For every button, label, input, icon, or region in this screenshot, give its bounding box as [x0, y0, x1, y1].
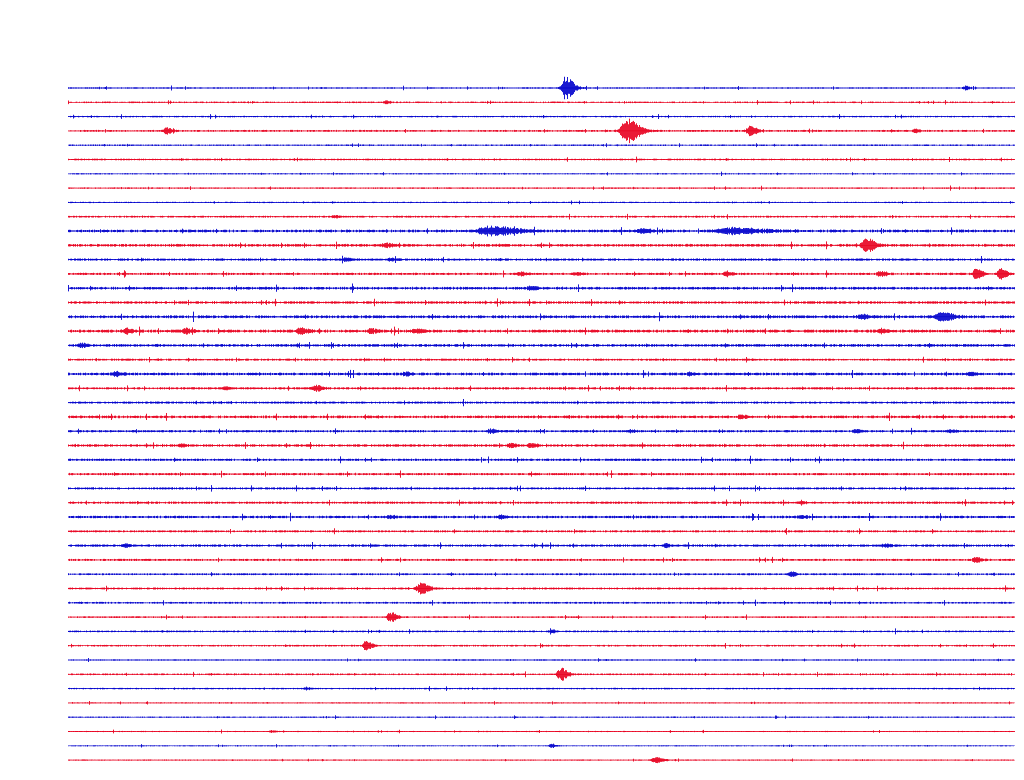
- helicorder-page: HA Thalero 2021-01-22 Applied filter: WW…: [0, 0, 1024, 780]
- seismogram-canvas: [0, 0, 1024, 780]
